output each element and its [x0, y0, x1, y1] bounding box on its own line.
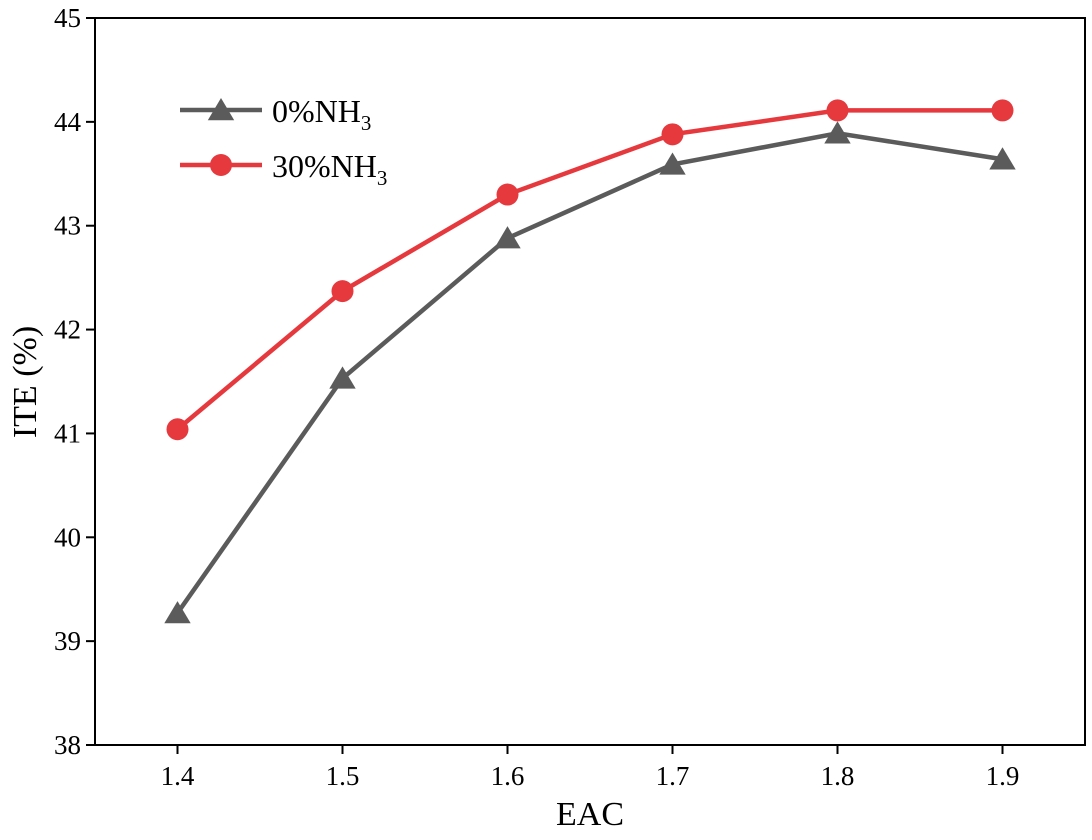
data-point: [166, 418, 189, 441]
series-30pct-nh3: [166, 99, 1014, 441]
legend-item: 30%NH3: [180, 148, 387, 190]
y-tick-label: 38: [54, 730, 81, 760]
data-point: [496, 183, 519, 206]
plot-frame: [94, 17, 1086, 746]
data-point: [329, 366, 356, 389]
x-tick-label: 1.5: [326, 761, 360, 791]
data-point: [826, 99, 849, 122]
data-point: [989, 147, 1016, 170]
x-tick-label: 1.9: [986, 761, 1020, 791]
data-point: [661, 123, 684, 146]
data-point: [659, 152, 686, 175]
x-tick-label: 1.7: [656, 761, 690, 791]
y-axis-label: ITE (%): [7, 326, 44, 438]
x-tick-label: 1.8: [821, 761, 855, 791]
y-tick-label: 42: [54, 315, 81, 345]
y-tick-label: 44: [54, 107, 82, 137]
data-point: [164, 601, 191, 624]
x-tick-label: 1.4: [161, 761, 195, 791]
legend-label: 30%NH3: [272, 148, 387, 190]
triangle-marker-icon: [207, 98, 235, 121]
y-tick-label: 40: [54, 522, 81, 552]
y-tick-label: 45: [54, 3, 81, 33]
series-line: [176, 108, 1003, 431]
data-point: [494, 226, 521, 249]
y-tick-label: 43: [54, 211, 81, 241]
y-tick-label: 39: [54, 626, 81, 656]
legend-label: 0%NH3: [272, 93, 371, 135]
series-0pct-nh3: [164, 121, 1016, 624]
data-point: [331, 280, 354, 303]
series-line: [175, 130, 1003, 615]
data-point: [824, 121, 851, 144]
x-axis-label: EAC: [556, 796, 624, 833]
y-tick-label: 41: [54, 418, 81, 448]
circle-marker-icon: [210, 154, 232, 176]
legend-item: 0%NH3: [180, 93, 371, 135]
x-tick-label: 1.6: [491, 761, 525, 791]
data-point: [991, 99, 1014, 122]
